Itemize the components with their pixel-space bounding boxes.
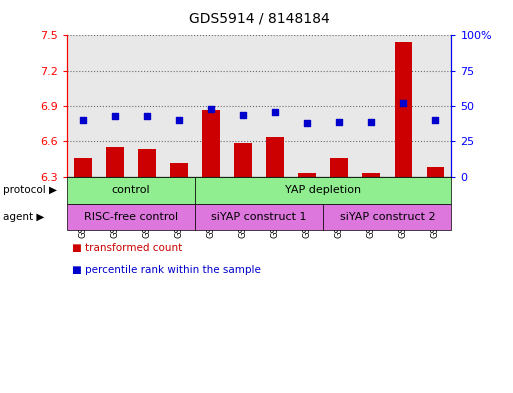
Bar (163, 35, 195, 177)
Text: siYAP construct 2: siYAP construct 2 (340, 212, 435, 222)
Point (271, 108, 279, 115)
Bar (394, 42, 412, 177)
Point (399, 100, 407, 107)
Bar (420, 35, 451, 177)
Bar (106, 147, 124, 177)
Bar (67, 35, 98, 177)
Bar (330, 158, 348, 177)
Point (207, 106, 215, 112)
Bar (138, 149, 155, 177)
Bar (323, 35, 355, 177)
Point (111, 113, 119, 119)
Bar (355, 35, 387, 177)
Point (431, 117, 440, 123)
Point (303, 120, 311, 126)
Point (239, 112, 247, 118)
Text: ■ transformed count: ■ transformed count (72, 243, 182, 253)
Bar (227, 35, 259, 177)
Bar (259, 35, 291, 177)
Bar (74, 158, 91, 177)
Bar (299, 173, 316, 177)
Bar (202, 110, 220, 177)
Bar (387, 35, 420, 177)
Point (175, 117, 183, 123)
Text: siYAP construct 1: siYAP construct 1 (211, 212, 307, 222)
Point (335, 119, 343, 125)
Text: GDS5914 / 8148184: GDS5914 / 8148184 (189, 12, 329, 26)
Bar (291, 35, 323, 177)
Point (367, 119, 376, 125)
Text: control: control (111, 185, 150, 195)
Bar (170, 163, 188, 177)
Bar (266, 137, 284, 177)
Bar (363, 173, 380, 177)
Bar (131, 35, 163, 177)
Text: RISC-free control: RISC-free control (84, 212, 178, 222)
Bar (98, 35, 131, 177)
Bar (234, 143, 252, 177)
Text: YAP depletion: YAP depletion (285, 185, 361, 195)
Text: protocol ▶: protocol ▶ (3, 185, 56, 195)
Point (78, 117, 87, 123)
Text: agent ▶: agent ▶ (3, 212, 44, 222)
Bar (427, 167, 444, 177)
Text: ■ percentile rank within the sample: ■ percentile rank within the sample (72, 264, 261, 275)
Point (143, 113, 151, 119)
Bar (195, 35, 227, 177)
